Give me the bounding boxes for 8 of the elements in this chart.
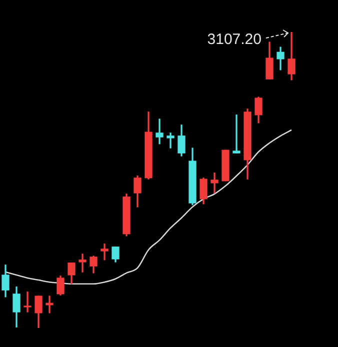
candlestick: [100, 244, 108, 260]
candlestick: [232, 114, 240, 154]
candlestick: [166, 132, 174, 148]
candlestick: [156, 118, 164, 144]
candlestick: [78, 254, 86, 272]
annotation: 3107.20: [207, 31, 262, 48]
candlestick: [24, 292, 32, 312]
candlestick: [210, 172, 218, 194]
